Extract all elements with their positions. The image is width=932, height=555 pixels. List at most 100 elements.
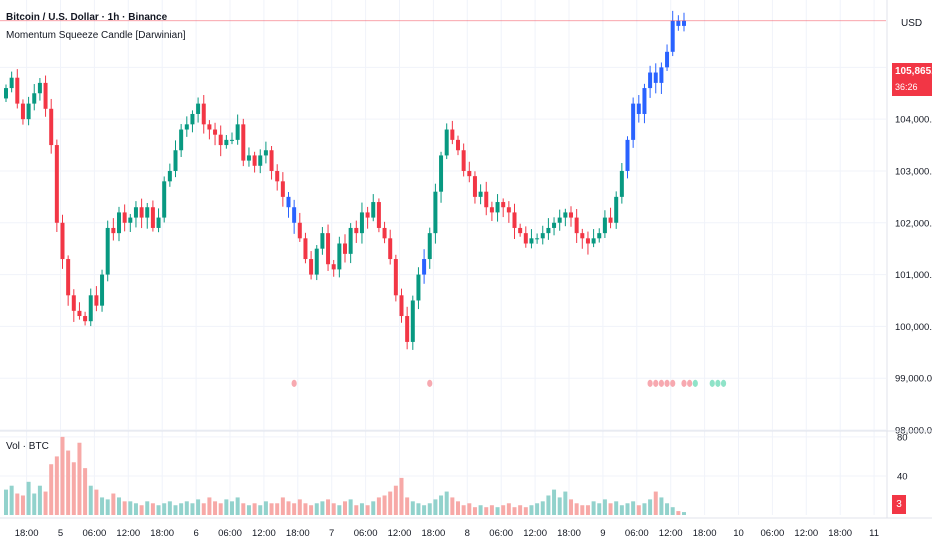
- volume-bar: [235, 497, 240, 515]
- time-tick-label: 06:00: [218, 528, 242, 539]
- volume-bar: [343, 501, 347, 515]
- squeeze-dot-down: [291, 379, 297, 387]
- volume-bar: [523, 507, 528, 515]
- candles: [0, 10, 886, 350]
- volume-bar: [393, 485, 398, 515]
- volume-tick-label: 80: [897, 432, 908, 443]
- candle-body: [608, 217, 613, 223]
- candle-body: [269, 150, 274, 171]
- volume-bar: [535, 503, 540, 515]
- candle-body: [162, 181, 167, 218]
- volume-bar: [388, 491, 393, 515]
- volume-bar: [331, 503, 336, 515]
- candle-body: [286, 196, 291, 208]
- candle-body: [382, 227, 387, 239]
- volume-bar: [648, 499, 653, 515]
- volume-bar: [105, 499, 110, 515]
- volume-bar: [591, 501, 596, 515]
- volume-bar: [133, 503, 138, 515]
- squeeze-dot-down: [653, 379, 659, 387]
- candle-body: [190, 113, 195, 125]
- volume-bar: [37, 485, 42, 515]
- candle-body: [83, 316, 88, 322]
- volume-bar: [230, 501, 234, 515]
- squeeze-dot-down: [658, 379, 665, 387]
- volume-bar: [309, 505, 314, 515]
- volume-bar: [512, 507, 517, 515]
- candle-body: [619, 170, 624, 197]
- candle-body: [659, 67, 664, 83]
- volume-bar: [365, 505, 370, 515]
- volume-bar: [122, 501, 127, 515]
- time-tick-label: 18:00: [422, 528, 446, 539]
- candle-body: [145, 207, 150, 218]
- time-tick-label: 5: [58, 528, 63, 539]
- candle-body: [416, 274, 421, 301]
- candle-body: [326, 233, 331, 265]
- time-tick-label: 12:00: [116, 528, 140, 539]
- candle-body: [557, 217, 562, 223]
- candle-body: [213, 129, 218, 135]
- last-volume-tag: 3: [892, 495, 906, 514]
- volume-bar: [280, 497, 285, 515]
- candle-body: [320, 233, 325, 249]
- volume-bar: [337, 505, 342, 515]
- candle-body: [49, 108, 54, 146]
- volume-bar: [461, 505, 466, 515]
- volume-bar: [60, 436, 65, 515]
- volume-bar: [184, 501, 189, 515]
- time-tick-label: 12:00: [523, 528, 547, 539]
- squeeze-dot-up: [709, 379, 715, 387]
- volume-bar: [416, 503, 421, 515]
- volume-bar: [614, 501, 619, 515]
- candle-body: [184, 124, 189, 130]
- volume-bar: [653, 491, 658, 515]
- candle-body: [337, 243, 342, 270]
- squeeze-dot-up: [715, 379, 721, 387]
- squeeze-dot-down: [647, 379, 653, 387]
- candle-body: [4, 88, 8, 99]
- time-tick-label: 06:00: [489, 528, 513, 539]
- price-tick-label: 104,000.00: [895, 115, 932, 126]
- time-tick-label: 12:00: [794, 528, 818, 539]
- candle-body: [591, 238, 596, 244]
- candle-body: [26, 103, 31, 120]
- volume-bar: [478, 505, 483, 515]
- candle-body: [563, 212, 568, 218]
- candle-body: [461, 150, 466, 171]
- candle-body: [523, 233, 528, 244]
- time-tick-label: 9: [600, 528, 605, 539]
- last-price-tag: 105,865.52 36:26: [892, 63, 932, 96]
- volume-bar: [286, 501, 291, 515]
- volume-bar: [100, 497, 105, 515]
- volume-bar: [439, 495, 444, 515]
- candle-body: [111, 227, 116, 234]
- squeeze-dots: [291, 379, 727, 387]
- volume-bar: [489, 505, 494, 515]
- volume-bar: [145, 501, 150, 515]
- candle-body: [297, 222, 302, 239]
- volume-bar: [676, 511, 681, 515]
- candle-body: [597, 233, 602, 239]
- volume-bar: [636, 505, 641, 515]
- volume-bar: [224, 499, 229, 515]
- candle-body: [393, 259, 398, 296]
- volume-bar: [83, 468, 88, 515]
- time-tick-label: 12:00: [659, 528, 683, 539]
- volume-bar: [196, 499, 201, 515]
- currency-label[interactable]: USD: [901, 18, 923, 29]
- time-tick-label: 7: [329, 528, 334, 539]
- candle-body: [614, 196, 619, 223]
- volume-bar: [569, 499, 573, 515]
- volume-bar: [597, 503, 602, 515]
- candle-body: [275, 170, 280, 182]
- candle-body: [139, 207, 144, 218]
- candle-body: [128, 217, 133, 223]
- price-tick-label: 101,000.00: [895, 270, 932, 281]
- volume-bar: [371, 501, 376, 515]
- volume-bar: [563, 491, 568, 515]
- candle-body: [235, 124, 240, 140]
- volume-bar: [173, 505, 178, 515]
- candle-body: [309, 259, 314, 275]
